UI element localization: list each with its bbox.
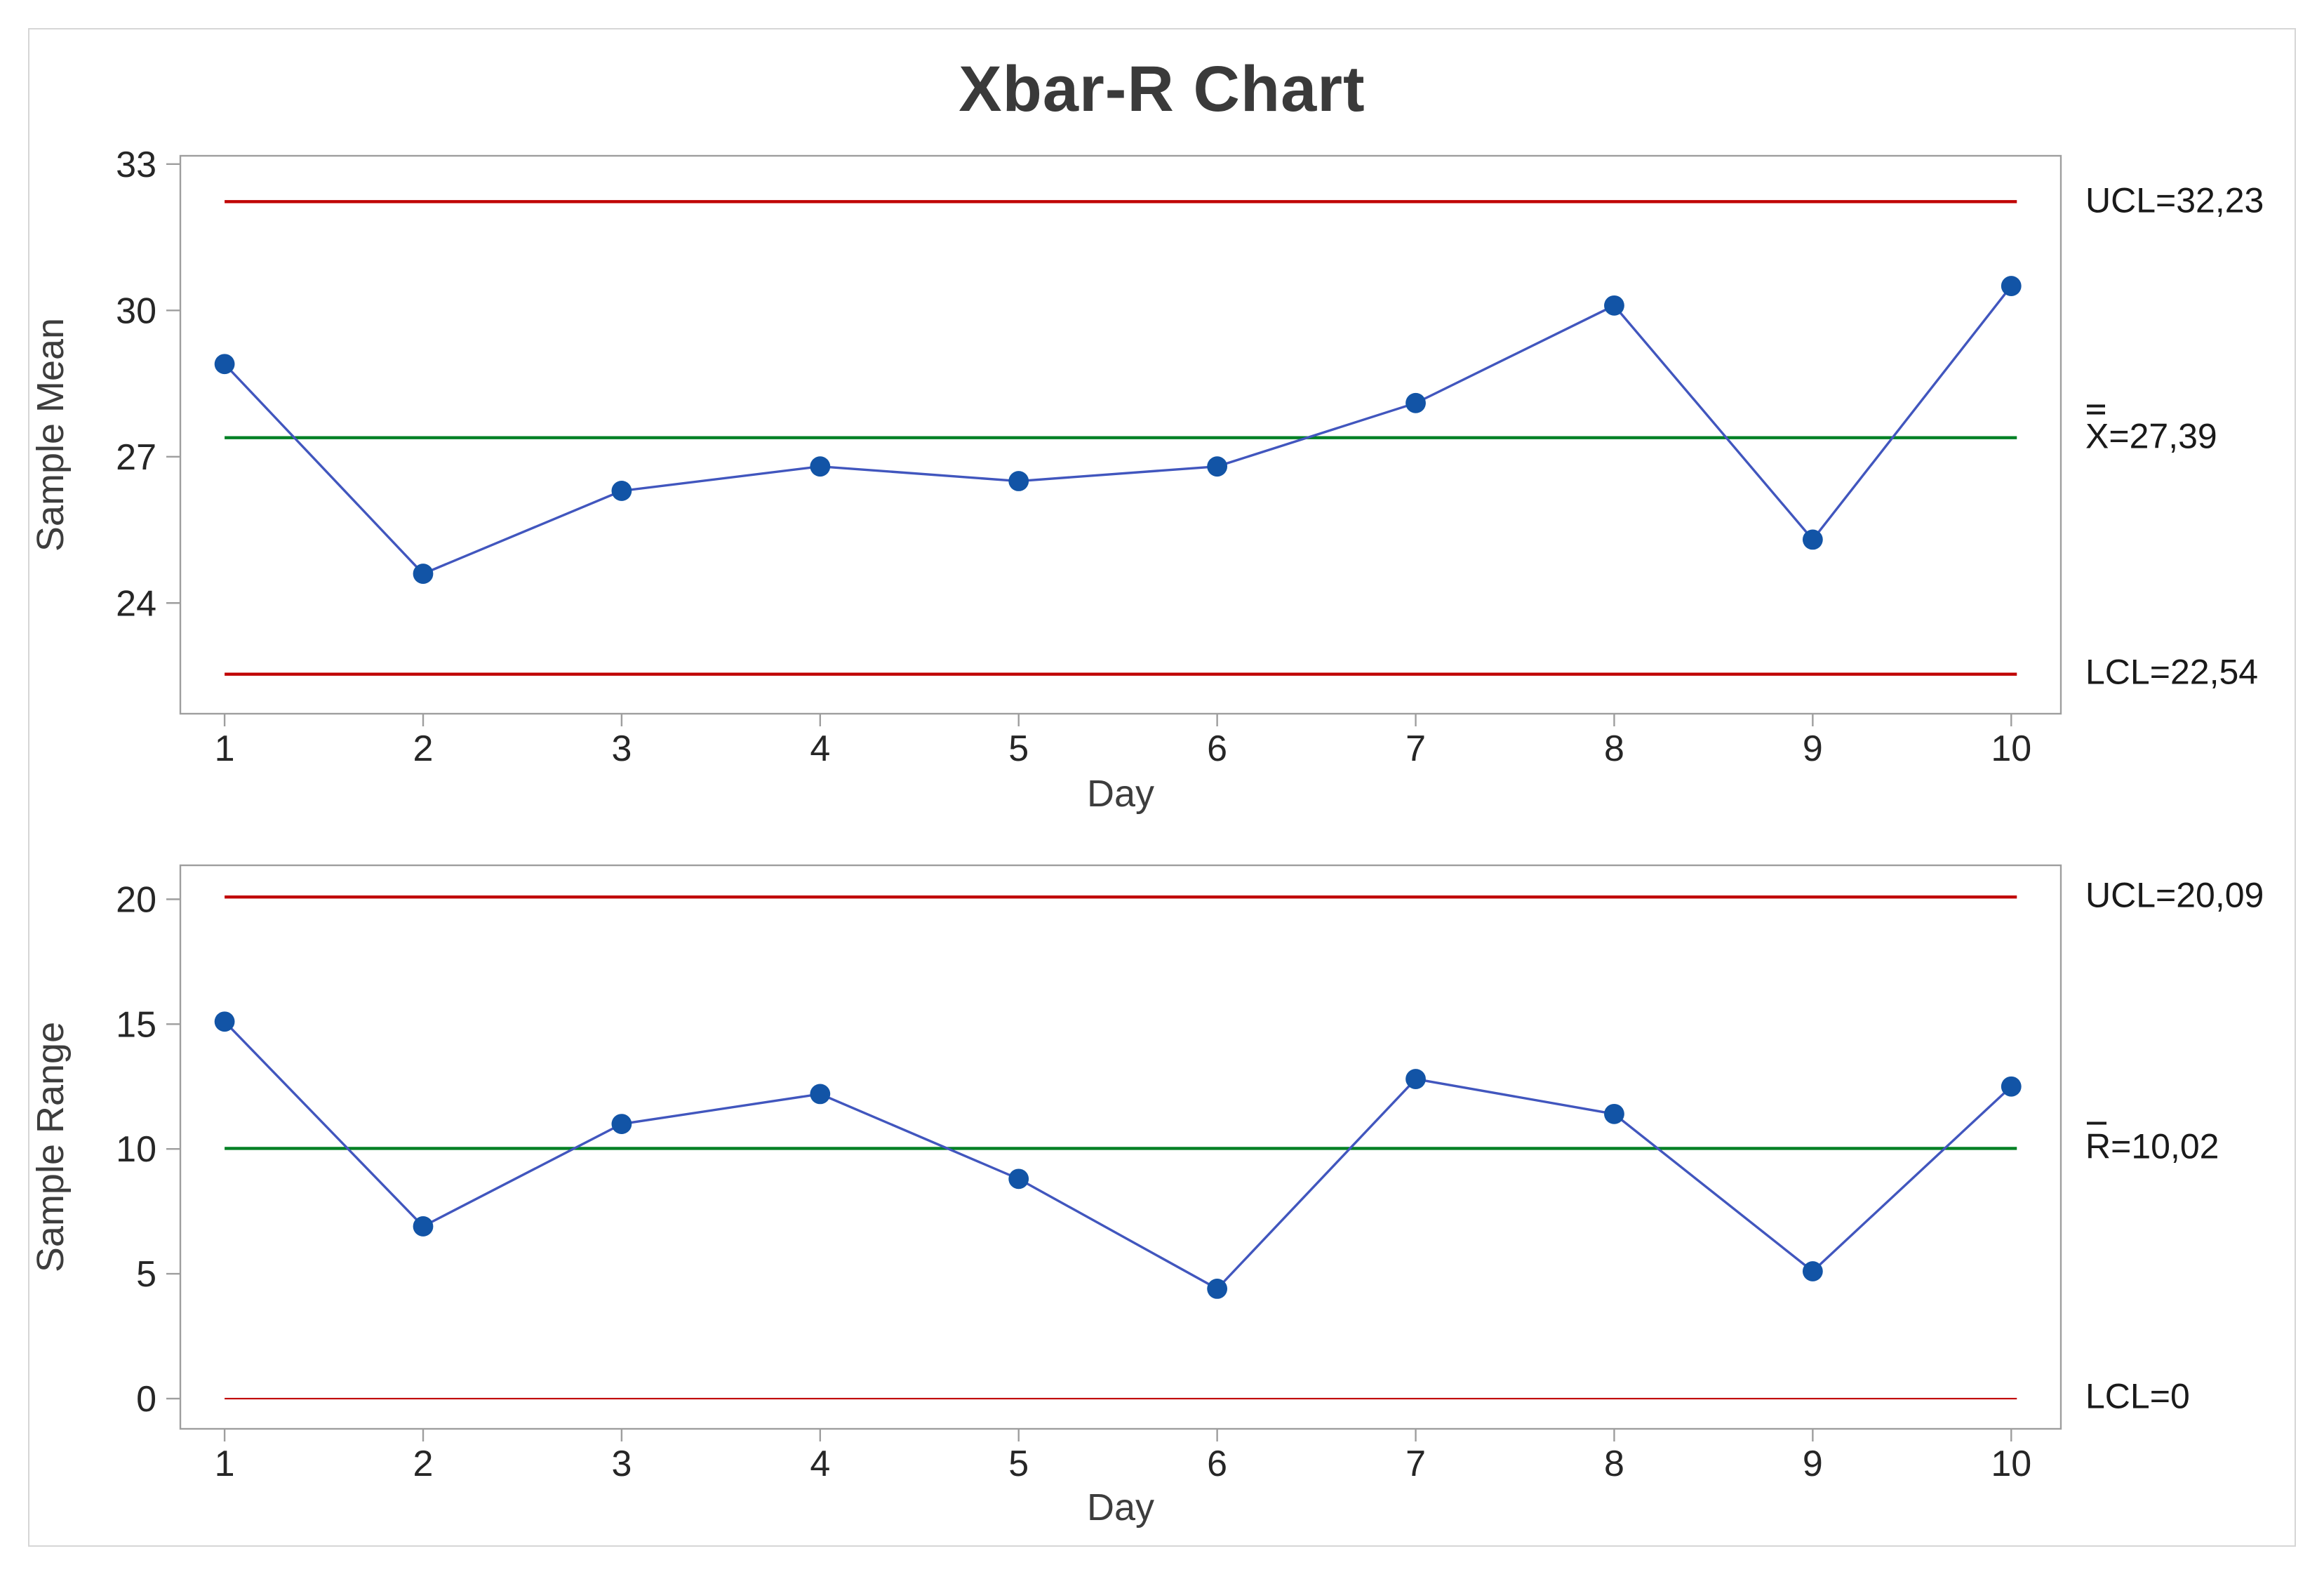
- range-xtick-label: 2: [413, 1444, 434, 1484]
- range-data-point-day-10[interactable]: [2001, 1076, 2022, 1097]
- range-data-point-day-9[interactable]: [1802, 1261, 1823, 1281]
- xbar-ytick-label: 24: [116, 583, 156, 624]
- range-annotation-symbol: UCL: [2085, 876, 2156, 916]
- range-data-point-day-4[interactable]: [810, 1084, 831, 1105]
- xbar-xtick-label: 9: [1803, 728, 1823, 769]
- range-xtick-label: 4: [810, 1444, 830, 1484]
- xbar-data-point-day-6[interactable]: [1207, 456, 1228, 477]
- range-xtick-label: 8: [1604, 1444, 1624, 1484]
- chart-title: Xbar-R Chart: [959, 52, 1365, 125]
- xbar-data-point-day-9[interactable]: [1802, 529, 1823, 550]
- range-series-line: [223, 1020, 2012, 1291]
- xbar-annotation-ucl: UCL=32,23: [2085, 180, 2264, 221]
- range-xtick-label: 5: [1008, 1444, 1029, 1484]
- xbar-y-axis-title: Sample Mean: [29, 318, 72, 552]
- range-annotation-value: =0: [2149, 1378, 2190, 1418]
- range-xtick-label: 6: [1207, 1444, 1227, 1484]
- xbar-xtick-label: 7: [1405, 728, 1426, 769]
- xbar-xtick-label: 2: [413, 728, 434, 769]
- range-xtick-label: 7: [1405, 1444, 1426, 1484]
- xbar-ytick-label: 33: [116, 145, 156, 185]
- range-xtick-label: 3: [611, 1444, 632, 1484]
- xbar-ytick-label: 30: [116, 291, 156, 331]
- xbar-data-point-day-2[interactable]: [413, 564, 434, 584]
- range-xtick-label: 10: [1991, 1444, 2031, 1484]
- xbar-plot-box: [179, 154, 2062, 715]
- range-ytick-label: 10: [116, 1129, 156, 1170]
- range-data-point-day-6[interactable]: [1207, 1279, 1228, 1299]
- xbar-annotation-symbol: UCL: [2085, 180, 2156, 220]
- range-y-axis-title: Sample Range: [29, 1022, 72, 1272]
- range-data-point-day-1[interactable]: [214, 1011, 235, 1032]
- xbar-annotation-lcl: LCL=22,54: [2085, 653, 2259, 693]
- xbar-data-point-day-5[interactable]: [1008, 471, 1029, 491]
- xbar-ytick-label: 27: [116, 437, 156, 478]
- range-annotation-value: =10,02: [2111, 1127, 2219, 1167]
- xbar-annotation-value: =27,39: [2109, 417, 2217, 457]
- range-annotation-r: R=10,02: [2085, 1122, 2219, 1168]
- xbar-annotation-symbol: X: [2085, 404, 2109, 457]
- xbar-x-axis-title: Day: [1087, 773, 1154, 815]
- range-ytick-label: 5: [136, 1254, 156, 1295]
- xbar-data-point-day-10[interactable]: [2001, 276, 2022, 296]
- xbar-annotation-x: X=27,39: [2085, 404, 2217, 457]
- range-data-point-day-7[interactable]: [1405, 1069, 1426, 1089]
- xbar-xtick-label: 8: [1604, 728, 1624, 769]
- range-data-point-day-5[interactable]: [1008, 1168, 1029, 1190]
- xbar-data-point-day-4[interactable]: [810, 456, 831, 477]
- xbar-xtick-label: 4: [810, 728, 830, 769]
- range-xtick-label: 9: [1803, 1444, 1823, 1484]
- range-data-point-day-2[interactable]: [413, 1216, 434, 1237]
- xbar-data-point-day-3[interactable]: [611, 481, 632, 501]
- range-data-point-day-8[interactable]: [1604, 1103, 1624, 1124]
- range-xtick-label: 1: [215, 1444, 235, 1484]
- range-ytick-label: 0: [136, 1379, 156, 1420]
- xbar-xtick-label: 6: [1207, 728, 1227, 769]
- range-ytick-label: 15: [116, 1004, 156, 1045]
- range-annotation-symbol: R: [2085, 1122, 2111, 1167]
- range-plot-box: [179, 864, 2062, 1430]
- xbar-data-point-day-8[interactable]: [1604, 295, 1624, 316]
- xbar-annotation-value: =32,23: [2156, 180, 2264, 220]
- range-ytick-label: 20: [116, 879, 156, 920]
- range-annotation-value: =20,09: [2156, 876, 2264, 916]
- range-annotation-symbol: LCL: [2085, 1378, 2150, 1418]
- xbar-data-point-day-1[interactable]: [214, 354, 235, 375]
- xbar-annotation-symbol: LCL: [2085, 653, 2150, 693]
- xbar-xtick-label: 3: [611, 728, 632, 769]
- xbar-xtick-label: 10: [1991, 728, 2031, 769]
- xbar-annotation-value: =22,54: [2149, 653, 2259, 693]
- range-data-point-day-3[interactable]: [611, 1114, 632, 1134]
- xbar-series-line: [223, 285, 2012, 575]
- xbar-data-point-day-7[interactable]: [1405, 392, 1426, 413]
- range-annotation-ucl: UCL=20,09: [2085, 876, 2264, 917]
- range-annotation-lcl: LCL=0: [2085, 1378, 2190, 1418]
- xbar-xtick-label: 1: [215, 728, 235, 769]
- range-x-axis-title: Day: [1087, 1486, 1154, 1528]
- xbar-xtick-label: 5: [1008, 728, 1029, 769]
